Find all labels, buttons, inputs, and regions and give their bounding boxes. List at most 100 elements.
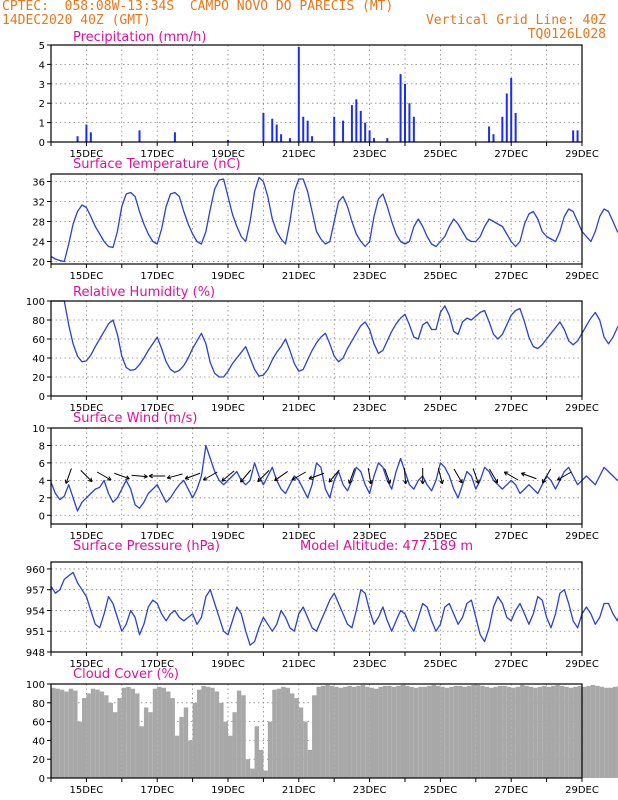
cloud-bar [427,685,432,778]
cloud-bar [289,693,295,778]
wind-arrow-shaft [114,472,130,480]
precip-bar [342,120,345,142]
wind-arrow-head [403,480,407,485]
y-tick-label: 4 [39,60,45,71]
x-tick-label: 19DEC [211,531,245,542]
cloud-bar [241,695,246,778]
cloud-bar [51,687,56,778]
wind-arrow-head [308,478,314,480]
wind-arrow-head [503,471,507,476]
wind-arrow-shaft [308,472,325,480]
panel-frame [50,44,583,143]
wind-arrow-head [475,480,479,484]
cloud-bar [347,685,352,778]
x-tick-label: 23DEC [353,271,387,282]
wind-arrow [521,472,537,480]
precip-bar [262,112,265,142]
cloud-bar [325,684,330,778]
x-tick-label: 21DEC [282,403,316,414]
cloud-bar [382,685,388,778]
cloud-bar [210,687,215,778]
cloud-bar [586,685,591,778]
wind-arrow-head [348,480,353,484]
y-tick-label: 2 [39,99,45,110]
wind-arrow [257,469,270,483]
precip-bar [350,105,353,142]
cloud-bar [568,687,574,778]
y-tick-label: 100 [26,297,45,308]
wind-arrow-shaft [403,467,407,485]
x-tick-label: 29DEC [565,149,599,160]
panel-frame [50,427,583,525]
cloud-bar [360,684,366,778]
cloud-bar [95,689,100,778]
wind-arrow-head [240,480,245,483]
y-tick-label: 0 [39,511,45,522]
wind-arrow-head [143,474,148,478]
cloud-bar [152,688,158,778]
wind-arrow-head [542,480,547,484]
precip-bar [271,118,274,142]
cloud-bar [68,688,74,778]
x-tick-label: 29DEC [565,785,599,796]
cloud-bar [329,685,335,778]
cloud-bar [418,686,423,778]
wind-arrow-head [148,473,153,477]
x-tick-label: 15DEC [70,659,104,670]
precip-bar [386,138,389,142]
wind-arrow-shaft [367,468,372,484]
cloud-bar [77,721,82,778]
wind-arrow-shaft [521,472,537,480]
y-tick-label: 60 [32,718,45,729]
y-tick-label: 60 [32,335,45,346]
cloud-bar [121,687,127,778]
precip-bar [488,126,491,142]
cloud-bar [559,685,565,778]
x-tick-label: 27DEC [494,531,528,542]
y-tick-label: 80 [32,316,45,327]
precip-bar [399,74,402,142]
cloud-bar [612,686,618,778]
panel-title: Relative Humidity (%) [73,285,215,300]
panel-frame [50,683,583,779]
precip-bar [373,138,376,142]
x-tick-label: 25DEC [424,785,458,796]
y-tick-label: 24 [32,238,45,249]
cloud-bar [157,686,162,778]
y-tick-label: 40 [32,736,45,747]
wind-arrow [80,469,93,483]
x-tick-label: 23DEC [353,149,387,160]
wind-arrow-head [108,476,112,481]
panel-5: Surface Pressure (hPa) Model Altitude: 47… [26,539,618,670]
x-tick-label: 17DEC [140,149,174,160]
cloud-bar [281,686,286,778]
series-line [50,571,618,646]
y-tick-label: 954 [26,606,45,617]
cloud-bar [232,712,237,778]
panel-3: Relative Humidity (%) 0 20 40 60 80 100 15DEC 17… [26,285,618,414]
wind-arrow-head [405,480,408,485]
wind-arrow-head [143,476,148,479]
cloud-bar [245,759,251,778]
cloud-bar [214,691,220,778]
cloud-bar [112,712,118,778]
x-tick-label: 21DEC [282,271,316,282]
wind-arrow-shaft [328,469,340,483]
cloud-bar [595,685,600,778]
y-tick-label: 10 [32,424,45,435]
panel-6: Cloud Cover (%) 0 20 40 60 80 100 15DEC 17DEC 19D… [26,667,618,796]
header-model-id: TQ0126L028 [527,27,606,42]
wind-arrow-shaft [489,468,498,484]
cloud-bar [435,685,441,778]
wind-arrow-head [167,477,172,480]
wind-arrow [453,468,463,484]
x-tick-label: 27DEC [494,659,528,670]
wind-arrow [420,468,426,485]
x-tick-label: 17DEC [140,271,174,282]
cloud-bar [161,687,167,778]
y-tick-label: 5 [39,41,45,52]
cloud-bar [223,721,228,778]
panel-title: Surface Pressure (hPa) [73,539,220,554]
wind-arrow-head [274,476,277,481]
cloud-bar [374,688,379,778]
